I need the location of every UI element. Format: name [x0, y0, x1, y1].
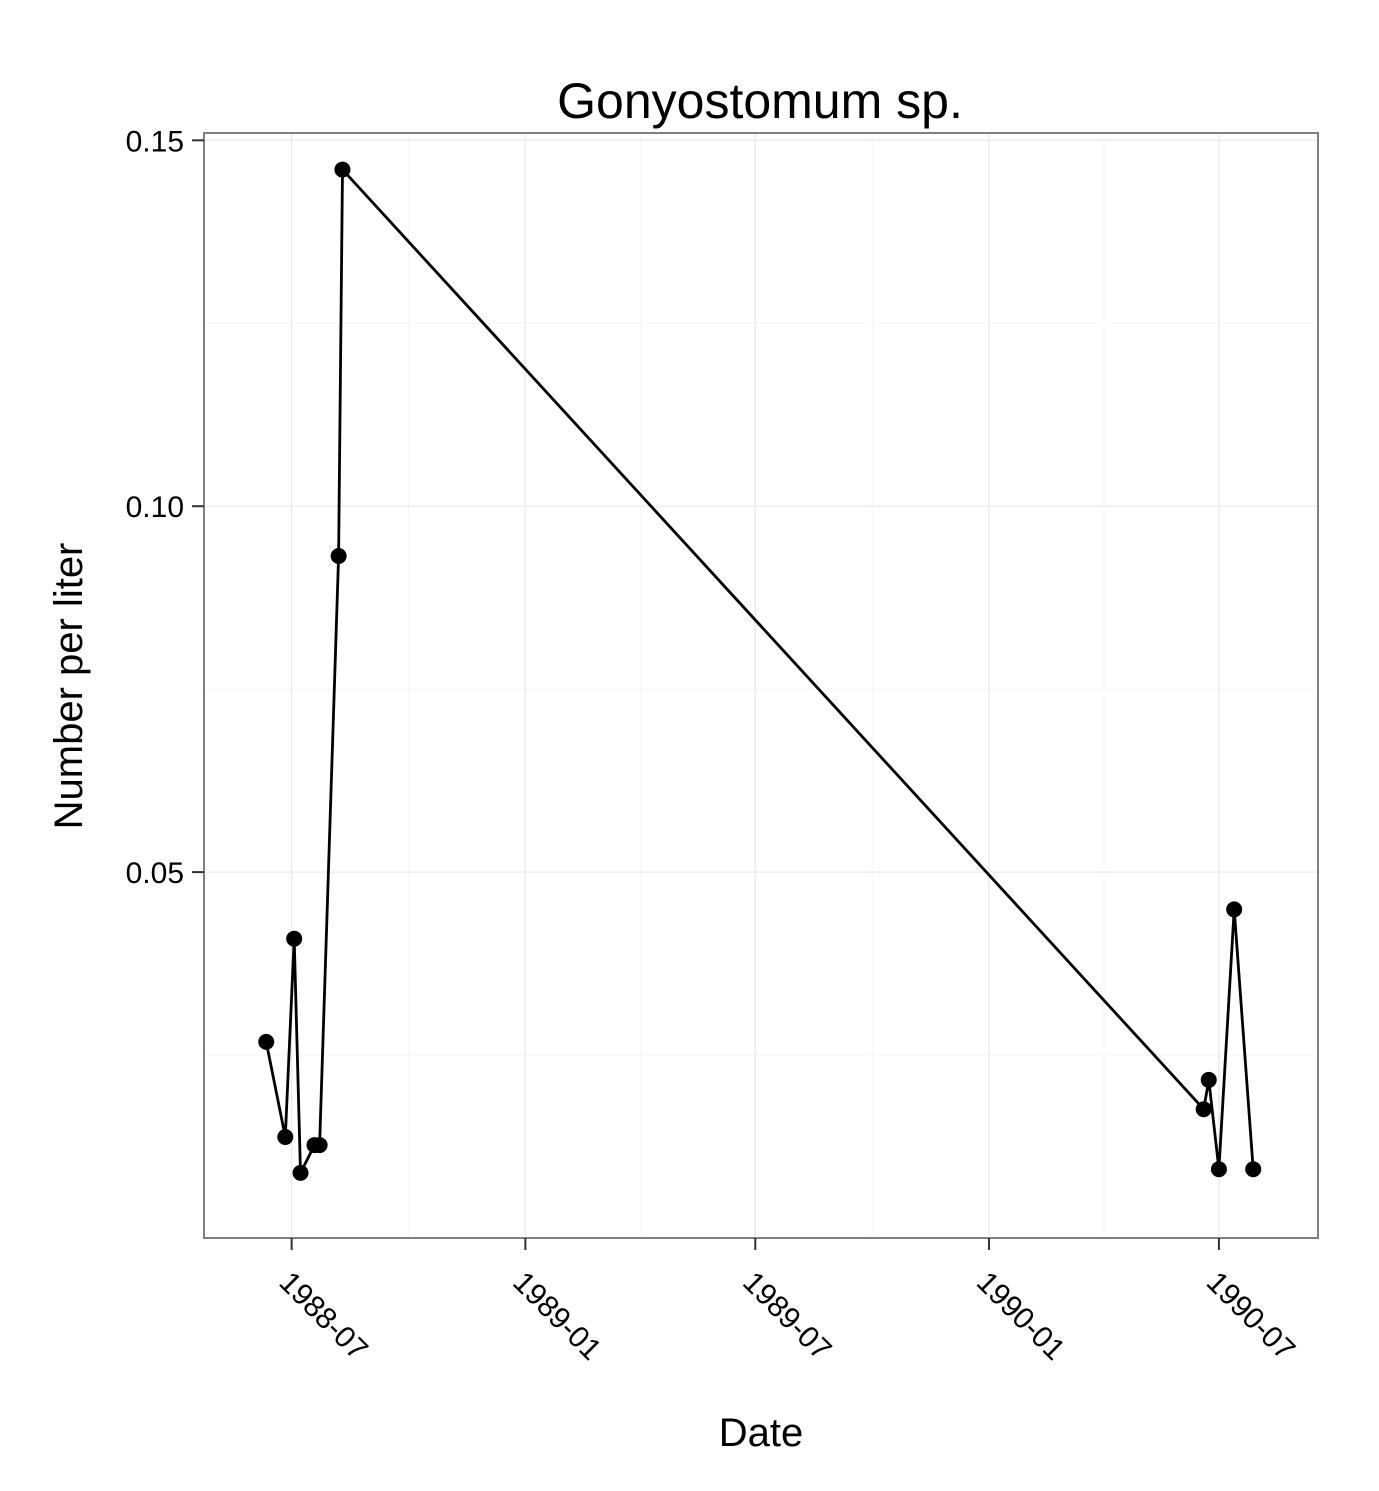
x-tick-label: 1989-01 [506, 1266, 607, 1367]
data-point [286, 930, 303, 947]
data-point [334, 161, 351, 178]
x-axis-label: Date [719, 1411, 804, 1455]
data-point [1195, 1101, 1212, 1118]
x-tick-label: 1989-07 [736, 1266, 837, 1367]
plot-panel-border [203, 132, 1319, 1239]
series-line-layer [264, 168, 1255, 1175]
data-point [1245, 1161, 1262, 1178]
data-point [292, 1164, 309, 1181]
y-tick-label: 0.05 [126, 857, 184, 890]
chart-title: Gonyostomum sp. [557, 73, 963, 129]
x-tick-label: 1990-07 [1200, 1266, 1301, 1367]
x-tick-label: 1990-01 [970, 1266, 1071, 1367]
series-line [264, 168, 1255, 1175]
grid [204, 133, 1318, 1238]
data-point [1226, 901, 1243, 918]
x-tick-label: 1988-07 [273, 1266, 374, 1367]
y-axis-label: Number per liter [47, 543, 91, 830]
data-point [311, 1137, 328, 1154]
data-point [1210, 1161, 1227, 1178]
y-tick-label: 0.10 [126, 491, 184, 524]
x-axis-tick-labels: 1988-07 1989-01 1989-07 1990-01 1990-07 [273, 1266, 1301, 1367]
data-point [258, 1033, 275, 1050]
y-tick-label: 0.15 [126, 125, 184, 158]
data-points [258, 161, 1262, 1181]
data-point [277, 1129, 294, 1146]
data-point [1200, 1071, 1217, 1088]
axis-ticks [192, 139, 1220, 1250]
y-axis-tick-labels: 0.05 0.10 0.15 [126, 125, 184, 890]
data-point [330, 547, 347, 564]
